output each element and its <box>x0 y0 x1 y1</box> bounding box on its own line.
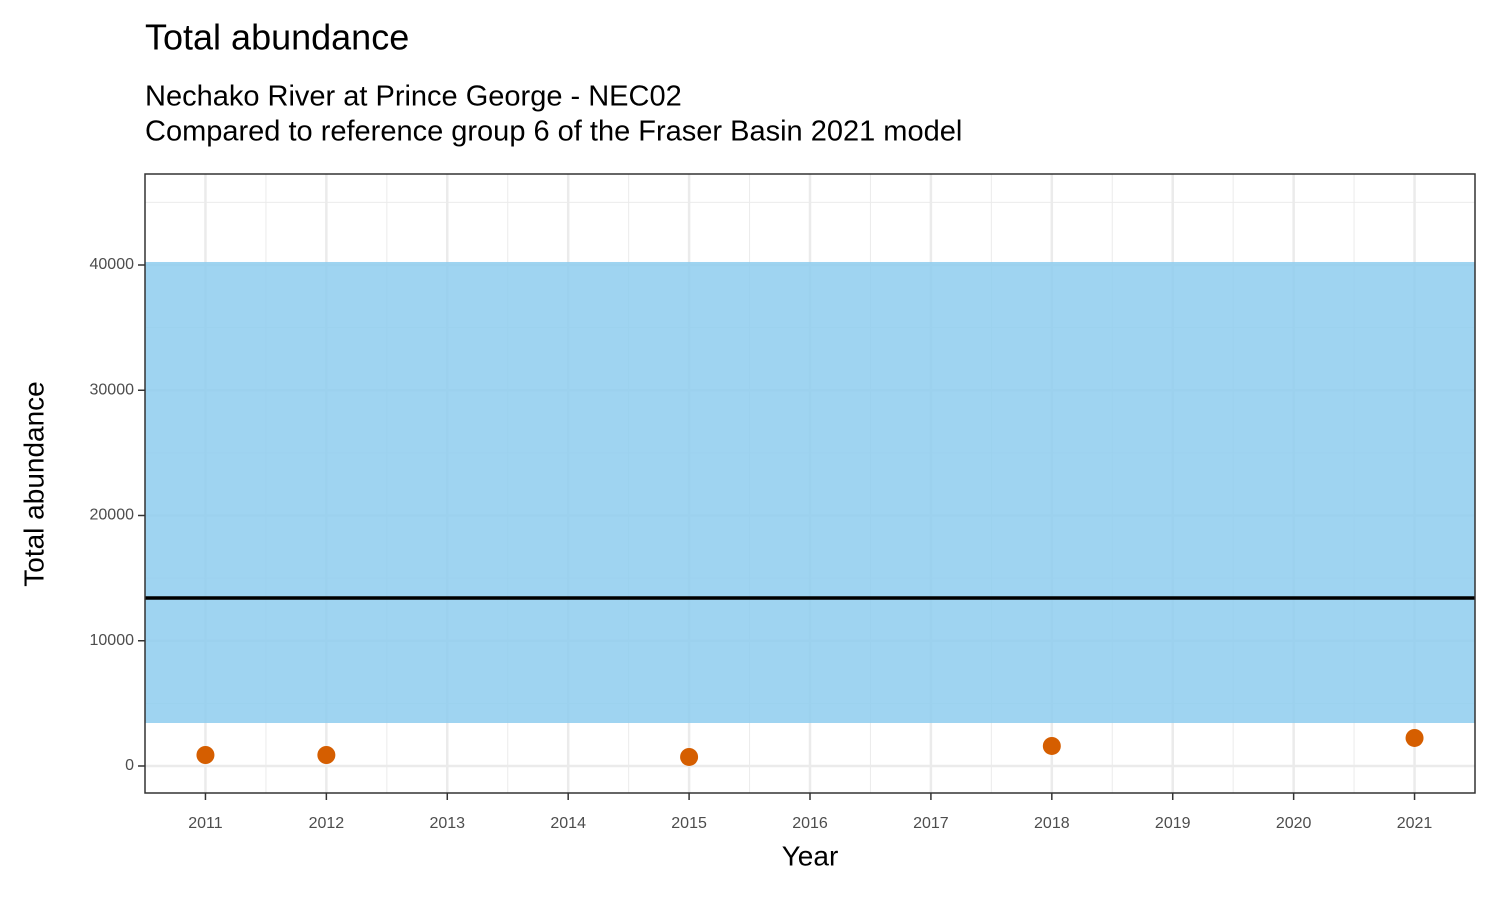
chart-subtitle: Nechako River at Prince George - NEC02 <box>145 81 682 113</box>
data-point <box>1405 728 1424 747</box>
x-tick-label: 2021 <box>1397 815 1433 832</box>
plot-border <box>144 173 1476 794</box>
data-point <box>317 745 336 764</box>
y-axis-label: Total abundance <box>18 381 49 587</box>
chart-subtitle: Compared to reference group 6 of the Fra… <box>145 116 962 148</box>
data-point <box>1042 736 1061 755</box>
x-tick-label: 2014 <box>550 815 586 832</box>
x-tick-label: 2018 <box>1034 815 1070 832</box>
chart-title: Total abundance <box>145 17 409 58</box>
x-axis-label: Year <box>782 840 839 871</box>
y-tick-label: 30000 <box>90 381 135 398</box>
x-tick-label: 2019 <box>1155 815 1191 832</box>
y-tick-label: 10000 <box>90 632 135 649</box>
y-tick-label: 0 <box>125 757 134 774</box>
x-tick-label: 2012 <box>309 815 345 832</box>
y-tick-label: 40000 <box>90 256 135 273</box>
data-point <box>196 745 215 764</box>
x-tick-label: 2017 <box>913 815 949 832</box>
data-point <box>680 747 699 766</box>
y-tick-label: 20000 <box>90 507 135 524</box>
reference-band <box>145 261 1475 723</box>
x-tick-label: 2013 <box>429 815 465 832</box>
x-tick-label: 2015 <box>671 815 707 832</box>
x-tick-label: 2011 <box>188 815 223 832</box>
x-tick-label: 2020 <box>1276 815 1312 832</box>
x-tick-label: 2016 <box>792 815 828 832</box>
